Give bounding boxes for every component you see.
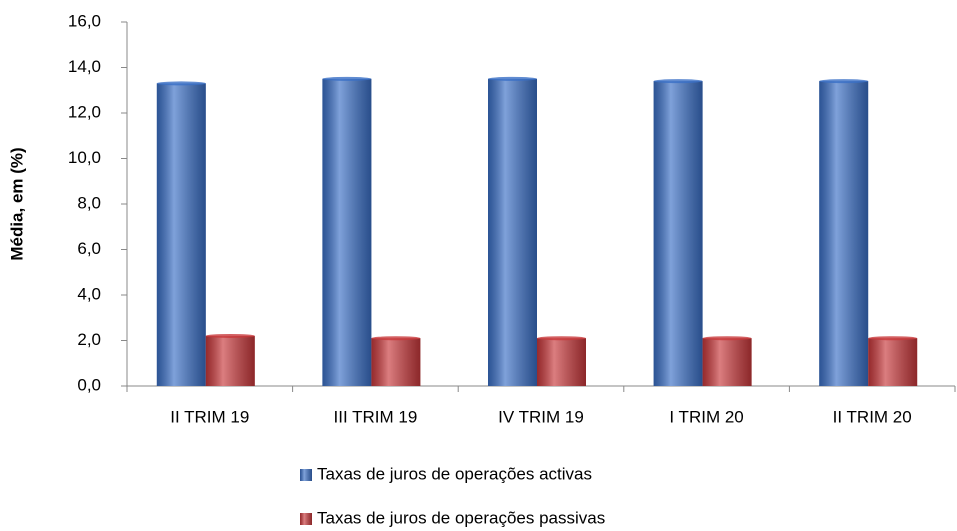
- bar-shade: [819, 81, 869, 387]
- bar-shade: [205, 335, 255, 386]
- bar-shade: [537, 338, 586, 386]
- bar-shade: [702, 338, 752, 386]
- x-tick-label: II TRIM 20: [833, 407, 912, 426]
- y-axis-title: Média, em (%): [7, 147, 26, 260]
- bar-cap: [156, 81, 206, 86]
- y-tick-label: 12,0: [68, 102, 101, 121]
- bar-shade: [156, 83, 206, 387]
- bar-shade: [868, 338, 918, 386]
- bar-cap: [322, 76, 372, 81]
- bar-shade: [371, 338, 421, 386]
- x-tick-label: IV TRIM 19: [498, 407, 584, 426]
- bar-cap: [205, 333, 255, 338]
- y-tick-label: 8,0: [77, 193, 101, 212]
- bar-shade: [488, 78, 537, 386]
- y-tick-label: 2,0: [77, 330, 101, 349]
- y-tick-label: 16,0: [68, 11, 101, 30]
- bar-cap: [868, 336, 918, 341]
- x-tick-label: III TRIM 19: [334, 407, 418, 426]
- bar-shade: [322, 78, 372, 386]
- bar-cap: [371, 336, 421, 341]
- legend-label: Taxas de juros de operações activas: [317, 464, 592, 483]
- bar-cap: [819, 79, 869, 84]
- y-tick-label: 14,0: [68, 57, 101, 76]
- legend-swatch-shade: [300, 513, 312, 525]
- x-tick-label: I TRIM 20: [669, 407, 743, 426]
- bar-shade: [653, 81, 703, 387]
- bar-cap: [488, 76, 537, 81]
- bar-cap: [537, 336, 586, 341]
- bar-cap: [702, 336, 752, 341]
- y-tick-label: 6,0: [77, 239, 101, 258]
- x-tick-label: II TRIM 19: [170, 407, 249, 426]
- legend-label: Taxas de juros de operações passivas: [317, 508, 605, 527]
- bar-cap: [653, 79, 703, 84]
- legend-swatch-shade: [300, 469, 312, 481]
- y-tick-label: 4,0: [77, 284, 101, 303]
- y-tick-label: 0,0: [77, 375, 101, 394]
- y-tick-label: 10,0: [68, 148, 101, 167]
